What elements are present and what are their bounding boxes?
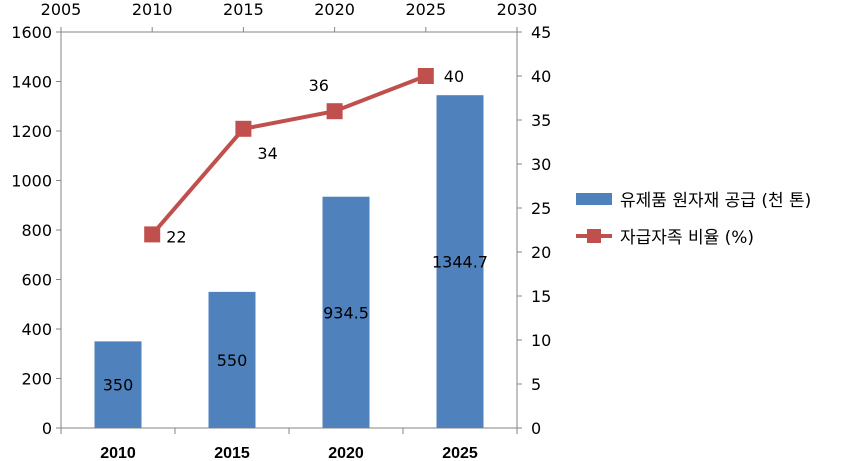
y-right-tick-label: 35 [531,111,551,130]
y-right-tick-label: 5 [531,375,541,394]
x-top-tick-label: 2010 [132,0,173,19]
bar-data-label: 550 [217,351,248,370]
line-path [150,74,427,236]
y-left-tick-label: 1400 [11,73,52,92]
line-marker [144,226,161,243]
y-right-tick-label: 0 [531,419,541,438]
x-category-label: 2025 [442,445,478,461]
bar-data-label: 1344.7 [432,253,488,272]
x-category-label: 2010 [100,445,136,461]
y-left-tick-label: 1000 [11,172,52,191]
axes: 0200400600800100012001400160005101520253… [11,0,551,461]
y-right-tick-label: 10 [531,331,551,350]
y-left-tick-label: 400 [21,320,52,339]
line-series [144,68,434,243]
x-category-label: 2015 [214,445,250,461]
x-category-label: 2020 [328,445,364,461]
line-marker [326,103,343,120]
y-right-tick-label: 15 [531,287,551,306]
line-data-label: 22 [166,227,186,246]
y-right-tick-label: 25 [531,199,551,218]
line-marker [417,68,434,84]
y-left-tick-label: 800 [21,221,52,240]
y-right-tick-label: 45 [531,23,551,42]
bar-data-label: 934.5 [323,303,369,322]
x-top-tick-label: 2005 [41,0,82,19]
legend-line-marker [587,229,601,243]
line-data-label: 34 [257,144,277,163]
bar-data-label: 350 [103,376,134,395]
bar-series [94,95,484,428]
line-data-label: 36 [309,76,329,95]
line-marker [235,120,252,137]
bar [436,95,484,428]
y-left-tick-label: 200 [21,370,52,389]
line-data-label: 40 [444,67,464,86]
y-right-tick-label: 30 [531,155,551,174]
x-top-tick-label: 2025 [405,0,446,19]
y-right-tick-label: 40 [531,67,551,86]
data-labels: 350 550 934.5 1344.7 22 34 36 40 [103,67,488,395]
legend-bar-swatch [576,193,612,205]
y-left-tick-label: 0 [42,419,52,438]
y-left-tick-label: 1200 [11,122,52,141]
y-left-tick-label: 600 [21,271,52,290]
bar [94,341,142,428]
x-top-tick-label: 2015 [223,0,264,19]
legend: 유제품 원자재 공급 (천 톤) 자급자족 비율 (%) [576,191,811,248]
x-top-tick-label: 2020 [314,0,355,19]
bar [208,291,256,428]
x-top-tick-label: 2030 [497,0,538,19]
bar [322,196,370,428]
y-left-tick-label: 1600 [11,23,52,42]
legend-bar-label: 유제품 원자재 공급 (천 톤) [620,191,811,211]
legend-line-label: 자급자족 비율 (%) [620,228,754,248]
y-right-tick-label: 20 [531,243,551,262]
